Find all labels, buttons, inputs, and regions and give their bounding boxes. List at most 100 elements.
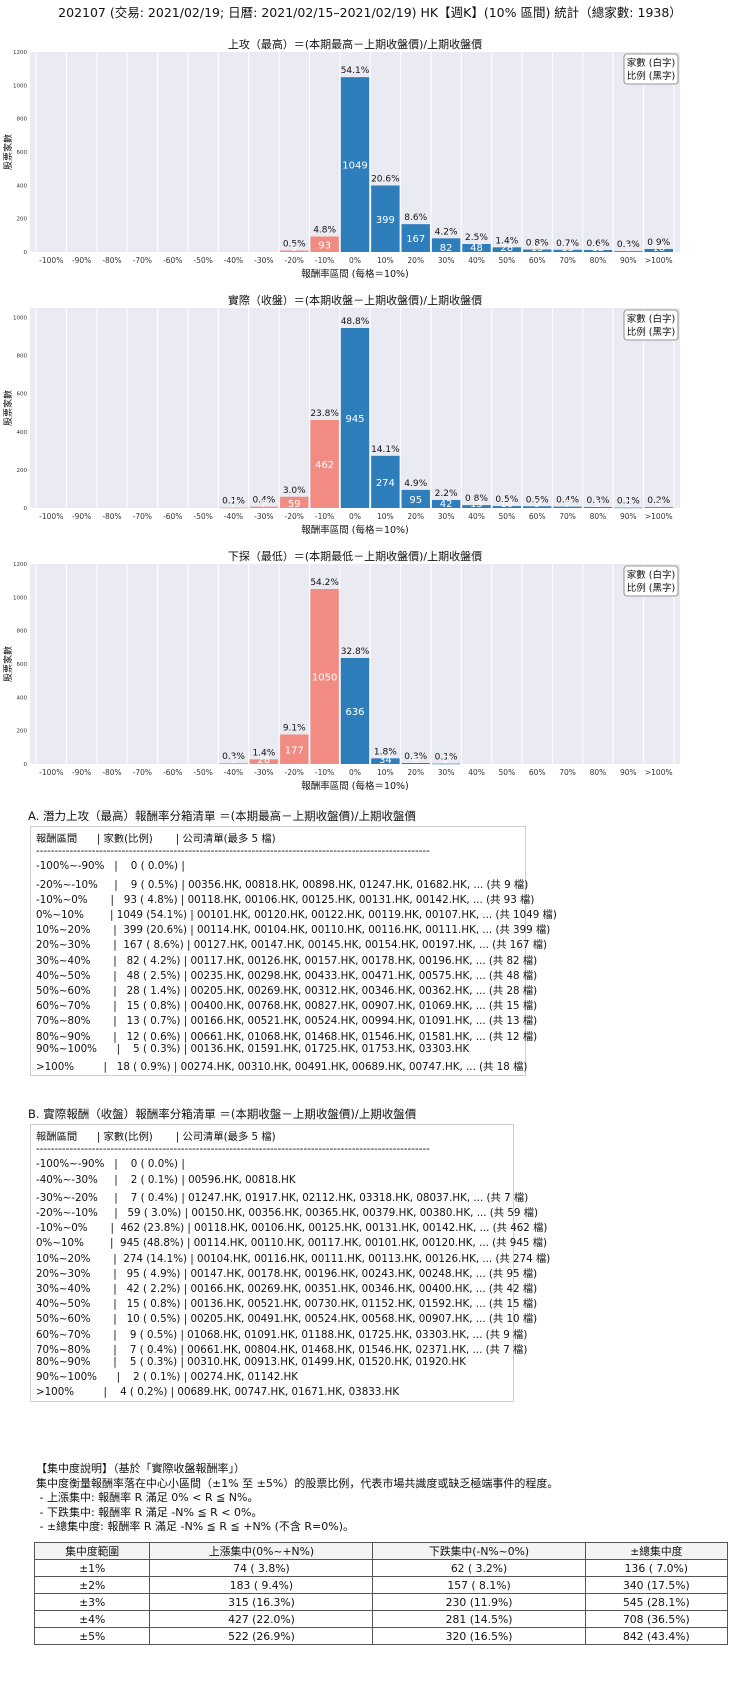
- table-cell: 74 ( 3.8%): [149, 1559, 374, 1577]
- bar: [401, 224, 430, 252]
- bar: [340, 658, 370, 764]
- x-tick-label: -60%: [163, 256, 182, 265]
- x-tick-label: -80%: [102, 768, 121, 777]
- x-tick-label: 60%: [529, 256, 546, 265]
- bar: [249, 759, 279, 764]
- bar-count-label: 7: [564, 499, 570, 510]
- x-tick-label: -70%: [133, 512, 152, 521]
- bar-percent-label: 2.5%: [465, 233, 488, 243]
- list-row: 70%~80% | 7 ( 0.4%) | 00661.HK, 00804.HK…: [36, 1343, 528, 1356]
- x-tick-label: -60%: [163, 512, 182, 521]
- bar-percent-label: 0.3%: [617, 240, 640, 250]
- x-tick-label: 60%: [529, 512, 546, 521]
- bar-percent-label: 32.8%: [341, 647, 370, 657]
- bar-percent-label: 0.8%: [465, 494, 488, 504]
- x-tick-label: -70%: [133, 256, 152, 265]
- legend-box: [623, 53, 679, 85]
- table-cell: 522 (26.9%): [149, 1627, 374, 1645]
- y-tick-label: 1000: [13, 83, 27, 89]
- bar: [431, 500, 461, 508]
- table-row: ±4% 427 (22.0%) 281 (14.5%) 708 (36.5%): [33, 1610, 729, 1628]
- bar-count-label: 5: [625, 243, 631, 254]
- y-axis-label: 股票家數: [2, 390, 14, 426]
- x-tick-label: -40%: [224, 256, 243, 265]
- x-tick-label: -30%: [254, 768, 273, 777]
- x-tick-label: -50%: [193, 512, 212, 521]
- bar: [340, 328, 370, 508]
- bar-percent-label: 1.8%: [374, 747, 397, 757]
- bar-count-label: 82: [440, 243, 453, 254]
- legend-label: 家數 (白字): [627, 569, 675, 581]
- table-header-row: 集中度範圍 上漲集中(0%~+N%) 下跌集中(-N%~0%) ±總集中度: [33, 1542, 729, 1560]
- x-tick-label: 10%: [377, 256, 394, 265]
- bar-count-label: 399: [376, 215, 395, 226]
- list-row: -100%~-90% | 0 ( 0.0%) |: [36, 860, 185, 873]
- list-row: 0%~10% | 945 (48.8%) | 00114.HK, 00110.H…: [36, 1237, 548, 1250]
- x-tick-label: 80%: [590, 512, 607, 521]
- bar-percent-label: 0.6%: [587, 239, 610, 249]
- y-tick-label: 400: [17, 183, 28, 189]
- x-tick-label: 90%: [620, 768, 637, 777]
- bar-count-label: 945: [345, 414, 364, 425]
- legend-label: 家數 (白字): [627, 57, 675, 69]
- bar-count-label: 15: [531, 243, 544, 254]
- x-tick-label: 40%: [468, 512, 485, 521]
- bar-percent-label: 0.5%: [283, 240, 306, 250]
- bar: [401, 489, 430, 508]
- x-tick-label: -60%: [163, 768, 182, 777]
- bar-count-label: 177: [285, 745, 304, 756]
- list-header: 報酬區間 | 家數(比例) | 公司清單(最多 5 檔): [36, 833, 276, 845]
- list-row: >100% | 18 ( 0.9%) | 00274.HK, 00310.HK,…: [36, 1061, 528, 1073]
- x-tick-label: -40%: [224, 768, 243, 777]
- bar-count-label: 34: [379, 755, 392, 766]
- bar: [523, 506, 552, 508]
- table-cell: 281 (14.5%): [372, 1610, 586, 1628]
- x-tick-label: 70%: [559, 512, 576, 521]
- header-down: 下跌集中(-N%~0%): [372, 1542, 586, 1560]
- list-row: 10%~20% | 399 (20.6%) | 00114.HK, 00104.…: [36, 924, 551, 937]
- bar: [219, 507, 248, 509]
- legend-label: 家數 (白字): [627, 313, 675, 325]
- x-tick-label: -40%: [224, 512, 243, 521]
- bar-count-label: 18: [652, 243, 665, 254]
- concentration-notes: 【集中度說明】（基於「實際收盤報酬率」） 集中度衡量報酬率落在中心小區間（±1%…: [36, 1462, 726, 1535]
- list-header: 報酬區間 | 家數(比例) | 公司清單(最多 5 檔): [36, 1131, 276, 1143]
- table-cell: 62 ( 3.2%): [372, 1559, 586, 1577]
- x-tick-label: -70%: [133, 768, 152, 777]
- bar: [583, 507, 613, 508]
- table-cell: 157 ( 8.1%): [372, 1576, 586, 1594]
- table-cell: 315 (16.3%): [149, 1593, 374, 1611]
- x-tick-label: -80%: [102, 512, 121, 521]
- x-tick-label: 70%: [559, 768, 576, 777]
- list-row: 90%~100% | 5 ( 0.3%) | 00136.HK, 01591.H…: [36, 1042, 470, 1055]
- bar-percent-label: 14.1%: [371, 445, 400, 455]
- bar: [553, 249, 582, 252]
- bar-count-label: 167: [406, 234, 425, 245]
- table-row: ±3% 315 (16.3%) 230 (11.9%) 545 (28.1%): [33, 1593, 729, 1611]
- bar-count-label: 1050: [312, 673, 337, 684]
- bar: [310, 236, 339, 252]
- chart-title: 上攻（最高）＝(本期最高－上期收盤價)/上期收盤價: [228, 37, 482, 51]
- y-tick-label: 800: [17, 629, 28, 635]
- table-cell: 708 (36.5%): [584, 1610, 729, 1628]
- x-tick-label: 0%: [349, 256, 361, 265]
- y-tick-label: 400: [17, 695, 28, 701]
- list-row: -30%~-20% | 7 ( 0.4%) | 01247.HK, 01917.…: [36, 1191, 529, 1204]
- x-tick-label: 90%: [620, 256, 637, 265]
- chart-upward-high: 0 200 400 600 800 1000 1200 0.5%9 4.8% 93 54.1% 104…: [2, 37, 680, 280]
- bar: [280, 250, 309, 252]
- x-tick-label: -50%: [193, 768, 212, 777]
- bar: [431, 238, 461, 252]
- list-a-title: A. 潛力上攻（最高）報酬率分箱清單 ＝(本期最高－上期收盤價)/上期收盤價: [28, 809, 416, 823]
- bar-count-label: 462: [315, 460, 334, 471]
- y-axis-label: 股票家數: [2, 134, 14, 170]
- list-row: -20%~-10% | 59 ( 3.0%) | 00150.HK, 00356…: [36, 1207, 539, 1219]
- x-tick-label: -100%: [39, 256, 63, 265]
- notes-up-definition: - 上漲集中: 報酬率 R 滿足 0% < R ≦ N%。: [36, 1491, 259, 1504]
- list-a-box: 報酬區間 | 家數(比例) | 公司清單(最多 5 檔) ------------…: [30, 826, 557, 1076]
- bar-count-label: 2: [230, 499, 236, 510]
- x-tick-label: 80%: [590, 256, 607, 265]
- bar-percent-label: 9.1%: [283, 724, 306, 734]
- list-row: 80%~90% | 5 ( 0.3%) | 00310.HK, 00913.HK…: [36, 1356, 466, 1368]
- page-title: 202107 (交易: 2021/02/19; 日曆: 2021/02/15–2…: [58, 5, 682, 20]
